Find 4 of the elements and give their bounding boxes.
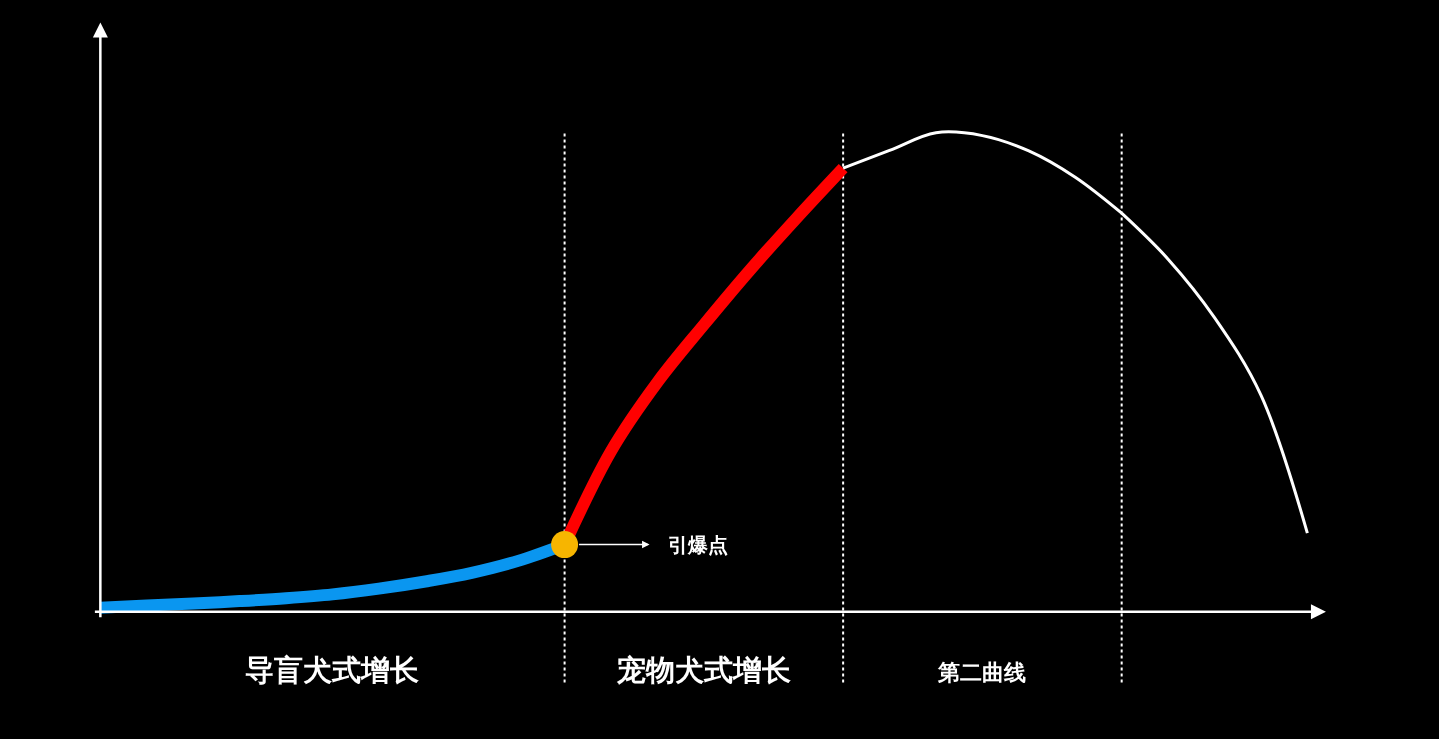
annotation: 引爆点	[668, 533, 728, 557]
x-tick-label: 宠物犬式增长	[615, 652, 791, 687]
x-tick-label: 导盲犬式增长	[245, 652, 420, 687]
x-tick-label: 第二曲线	[937, 659, 1027, 685]
